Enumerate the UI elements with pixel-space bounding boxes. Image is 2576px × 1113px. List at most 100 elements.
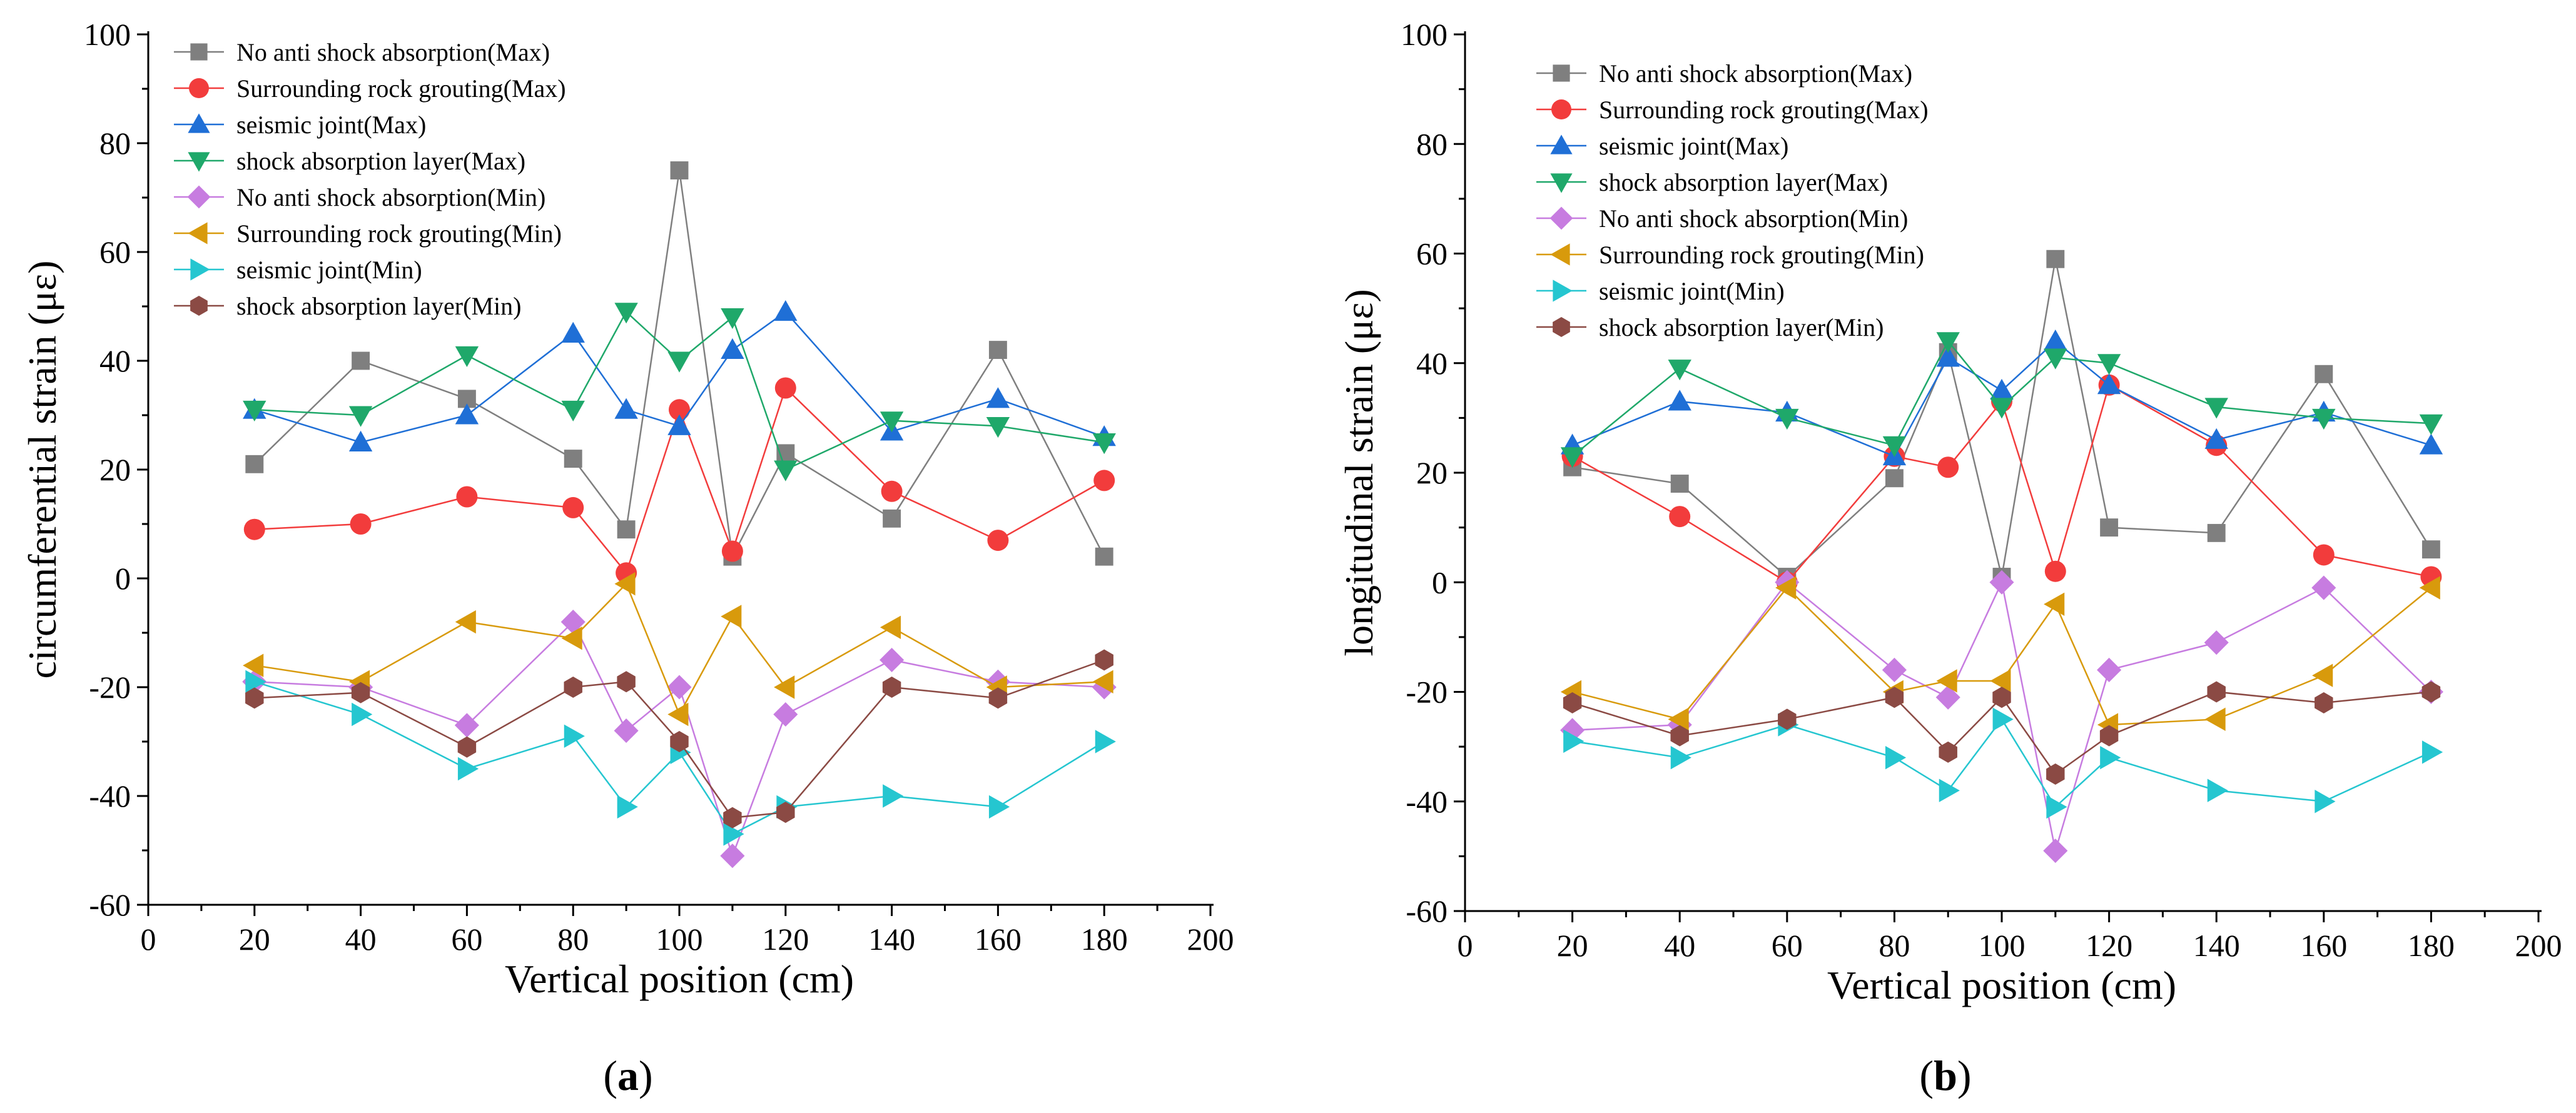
data-point [2419, 433, 2443, 455]
data-point [2044, 330, 2067, 351]
legend: No anti shock absorption(Max) Surrounding… [1536, 59, 1929, 341]
legend-marker [1551, 99, 1571, 119]
legend-marker [187, 185, 211, 209]
y-tick-label: -40 [1406, 784, 1448, 819]
data-point [2207, 523, 2226, 542]
legend-item: seismic joint(Min) [174, 256, 422, 284]
data-point [1936, 346, 1960, 367]
data-point [351, 682, 370, 703]
data-point [2099, 725, 2119, 747]
x-tick-label: 120 [762, 922, 809, 957]
data-point [1095, 730, 1116, 753]
data-point [1992, 687, 2011, 708]
data-point [2421, 740, 2443, 764]
data-point [1560, 718, 1585, 743]
legend-marker [190, 258, 210, 281]
legend-item: shock absorption layer(Min) [174, 292, 521, 320]
data-point [1990, 669, 2011, 693]
y-axis-title: circumferential strain (με) [20, 261, 64, 679]
legend-item: seismic joint(Max) [174, 111, 426, 139]
data-point [245, 670, 266, 693]
legend-label: shock absorption layer(Min) [236, 292, 521, 320]
data-point [2204, 630, 2229, 655]
legend-marker [188, 113, 210, 133]
data-point [454, 713, 479, 738]
data-point [1668, 707, 1689, 732]
data-point [1563, 729, 1585, 753]
legend-item: Surrounding rock grouting(Max) [1536, 96, 1929, 124]
x-tick-label: 100 [656, 922, 703, 957]
legend-item: shock absorption layer(Max) [174, 147, 525, 175]
legend: No anti shock absorption(Max) Surrounding… [174, 38, 566, 320]
data-point [352, 351, 370, 370]
chart-panel-b: 0 20 40 60 80 100 120 140 160 180 200 -60 -40 -20 0 20 4… [1337, 17, 2562, 1099]
data-point [457, 736, 477, 758]
y-tick-label: 40 [99, 343, 131, 378]
data-point [2421, 681, 2441, 703]
data-point [776, 802, 795, 823]
data-point [1778, 708, 1797, 730]
data-point [667, 414, 691, 435]
data-point [562, 496, 584, 518]
data-point [1670, 475, 1689, 493]
legend-label: shock absorption layer(Max) [1599, 168, 1888, 196]
data-point [988, 687, 1008, 709]
y-tick-label: 20 [1416, 455, 1448, 490]
legend-marker [1549, 206, 1573, 230]
legend-marker [1550, 173, 1573, 193]
x-tick-label: 140 [2193, 928, 2240, 963]
data-point [2204, 428, 2228, 449]
data-point [774, 377, 796, 399]
legend-item: seismic joint(Min) [1536, 277, 1785, 305]
legend-marker [188, 152, 210, 172]
series-2 [1560, 330, 2443, 466]
data-point [774, 675, 795, 699]
x-tick-label: 180 [2408, 928, 2455, 963]
data-point [883, 509, 901, 528]
legend-item: No anti shock absorption(Min) [174, 183, 545, 211]
data-point [350, 513, 372, 535]
x-tick-label: 120 [2086, 928, 2132, 963]
data-point [721, 605, 742, 628]
data-point [2207, 681, 2226, 703]
data-point [2315, 692, 2333, 714]
data-point [723, 822, 744, 846]
data-point [243, 518, 265, 540]
y-tick-label: 100 [84, 17, 131, 52]
data-point [2046, 763, 2065, 785]
legend-label: Surrounding rock grouting(Max) [1599, 96, 1929, 124]
data-point [1989, 570, 2014, 595]
data-point [1936, 669, 1957, 693]
data-point [456, 486, 478, 508]
data-point [617, 795, 638, 819]
data-point [2312, 663, 2333, 687]
data-point [2207, 778, 2228, 802]
data-point [2100, 518, 2119, 537]
data-point [2044, 560, 2066, 582]
data-point [2100, 745, 2121, 770]
data-point [561, 321, 585, 343]
data-point [1092, 433, 1116, 455]
legend-label: seismic joint(Max) [1599, 132, 1788, 160]
x-tick-label: 100 [1979, 928, 2026, 963]
y-tick-label: 100 [1401, 17, 1448, 52]
data-point [1095, 649, 1113, 671]
legend-marker [1550, 134, 1573, 154]
data-point [1935, 685, 1960, 710]
data-point [348, 430, 373, 451]
y-tick-label: -20 [89, 670, 131, 705]
series-2 [243, 300, 1116, 451]
x-tick-label: 20 [1557, 928, 1588, 963]
data-point [2313, 544, 2335, 566]
data-point [667, 675, 692, 700]
x-tick-label: 200 [1187, 922, 1234, 957]
data-point [560, 610, 586, 635]
data-point [2315, 790, 2336, 813]
data-point [2044, 348, 2067, 370]
data-point [1669, 506, 1691, 528]
legend-item: Surrounding rock grouting(Min) [1536, 241, 1924, 269]
series-7 [1563, 681, 2441, 785]
legend-label: seismic joint(Min) [236, 256, 422, 284]
data-point [1560, 447, 1585, 468]
